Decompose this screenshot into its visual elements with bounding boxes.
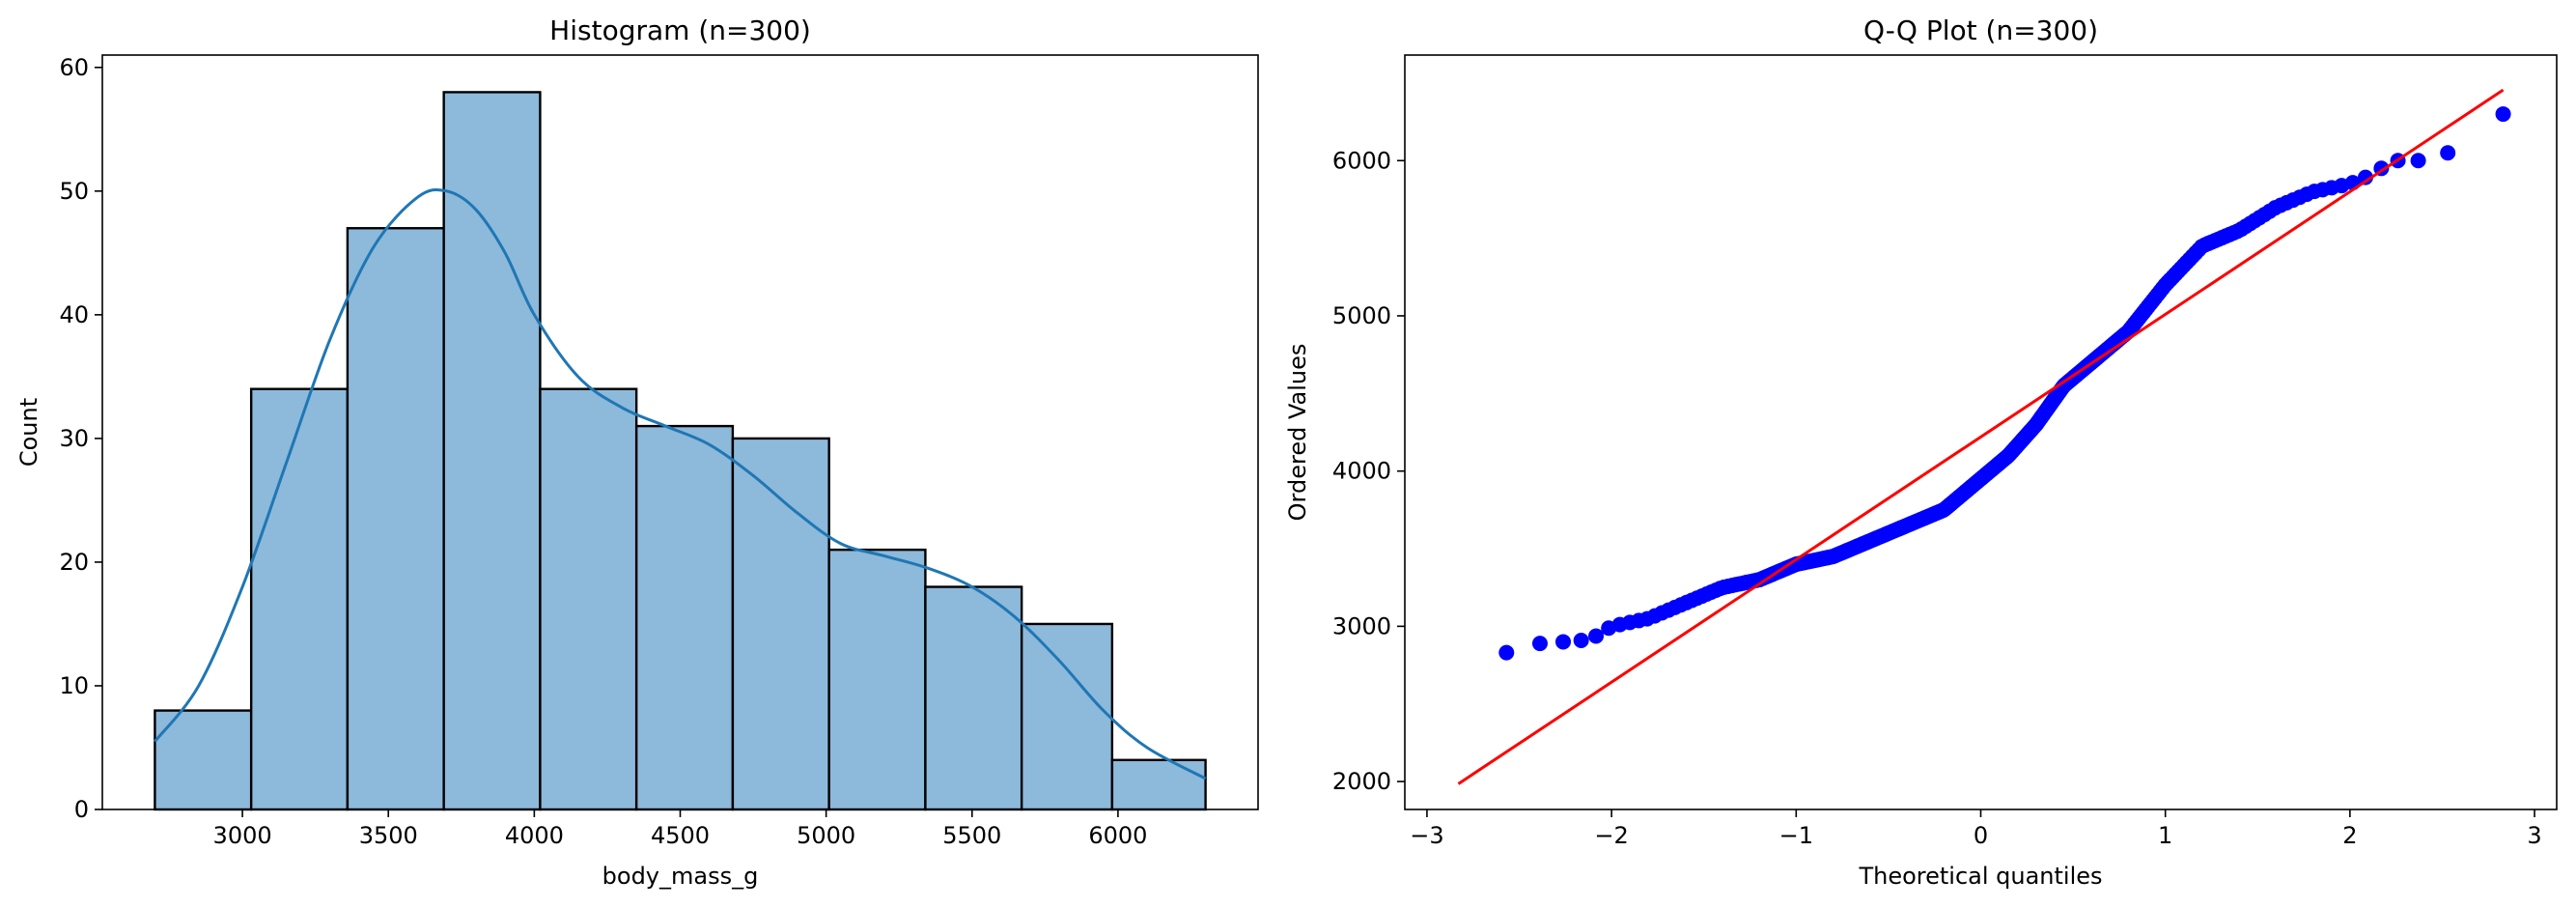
histogram-x-axis-label: body_mass_g — [602, 863, 759, 890]
qq-point — [1573, 633, 1589, 649]
y-tick-label: 50 — [59, 178, 89, 205]
qq-point — [2495, 106, 2511, 123]
y-tick-label: 6000 — [1332, 147, 1391, 174]
kde-curve — [154, 187, 1207, 780]
x-tick-label: 5500 — [942, 822, 1001, 849]
qq-point — [1554, 634, 1571, 650]
y-tick-label: 0 — [74, 796, 89, 823]
histogram-bar — [1110, 758, 1207, 811]
y-tick-label: 60 — [59, 54, 89, 81]
qq-plot-panel: −3 −2 −1 0 1 2 3 2000 3000 4000 5000 6000 Q-Q Plot… — [1284, 14, 2558, 890]
histogram-bar — [1020, 622, 1114, 811]
y-tick-label: 3000 — [1332, 612, 1391, 639]
x-tick-label: 0 — [1974, 822, 1988, 849]
qq-x-ticks: −3 −2 −1 0 1 2 3 — [1410, 809, 2542, 849]
histogram-y-ticks: 0 10 20 30 40 50 60 — [59, 54, 102, 823]
qq-x-axis-label: Theoretical quantiles — [1858, 863, 2102, 890]
histogram-bar — [249, 387, 350, 811]
qq-points — [1498, 106, 2511, 661]
qq-y-ticks: 2000 3000 4000 5000 6000 — [1332, 147, 1405, 795]
qq-title: Q-Q Plot (n=300) — [1863, 14, 2098, 46]
x-tick-label: −2 — [1594, 822, 1628, 849]
x-tick-label: 4000 — [505, 822, 564, 849]
y-tick-label: 40 — [59, 301, 89, 328]
histogram-bars — [154, 91, 1207, 811]
histogram-bar — [442, 91, 542, 811]
qq-point — [2357, 169, 2373, 185]
qq-point — [1498, 644, 1515, 661]
histogram-bar — [827, 548, 927, 811]
histogram-bar — [539, 387, 638, 811]
y-tick-label: 2000 — [1332, 768, 1391, 795]
histogram-bar — [924, 585, 1023, 811]
x-tick-label: 1 — [2158, 822, 2172, 849]
histogram-bar — [731, 437, 830, 811]
qq-fit-line — [1457, 88, 2505, 785]
y-tick-label: 10 — [59, 672, 89, 699]
x-tick-label: −1 — [1779, 822, 1813, 849]
qq-point — [2410, 153, 2426, 169]
y-tick-label: 4000 — [1332, 458, 1391, 485]
histogram-panel: 3000 3500 4000 4500 5000 5500 6000 0 10 20 30 40 50… — [15, 14, 1259, 890]
histogram-bar — [154, 709, 253, 811]
x-tick-label: 3500 — [359, 822, 418, 849]
histogram-x-ticks: 3000 3500 4000 4500 5000 5500 6000 — [213, 809, 1147, 849]
qq-y-axis-label: Ordered Values — [1284, 344, 1311, 522]
histogram-y-axis-label: Count — [15, 398, 42, 467]
y-tick-label: 30 — [59, 425, 89, 452]
histogram-bar — [634, 424, 735, 811]
y-tick-label: 20 — [59, 549, 89, 576]
x-tick-label: 5000 — [797, 822, 855, 849]
histogram-title: Histogram (n=300) — [549, 14, 811, 46]
x-tick-label: 3000 — [213, 822, 272, 849]
qq-point — [1588, 628, 1605, 644]
y-tick-label: 5000 — [1332, 302, 1391, 329]
qq-point — [1531, 636, 1548, 652]
x-tick-label: 2 — [2342, 822, 2357, 849]
qq-point — [2440, 145, 2456, 161]
x-tick-label: −3 — [1410, 822, 1443, 849]
histogram-bar — [346, 227, 445, 811]
x-tick-label: 4500 — [651, 822, 710, 849]
x-tick-label: 3 — [2527, 822, 2541, 849]
x-tick-label: 6000 — [1088, 822, 1147, 849]
